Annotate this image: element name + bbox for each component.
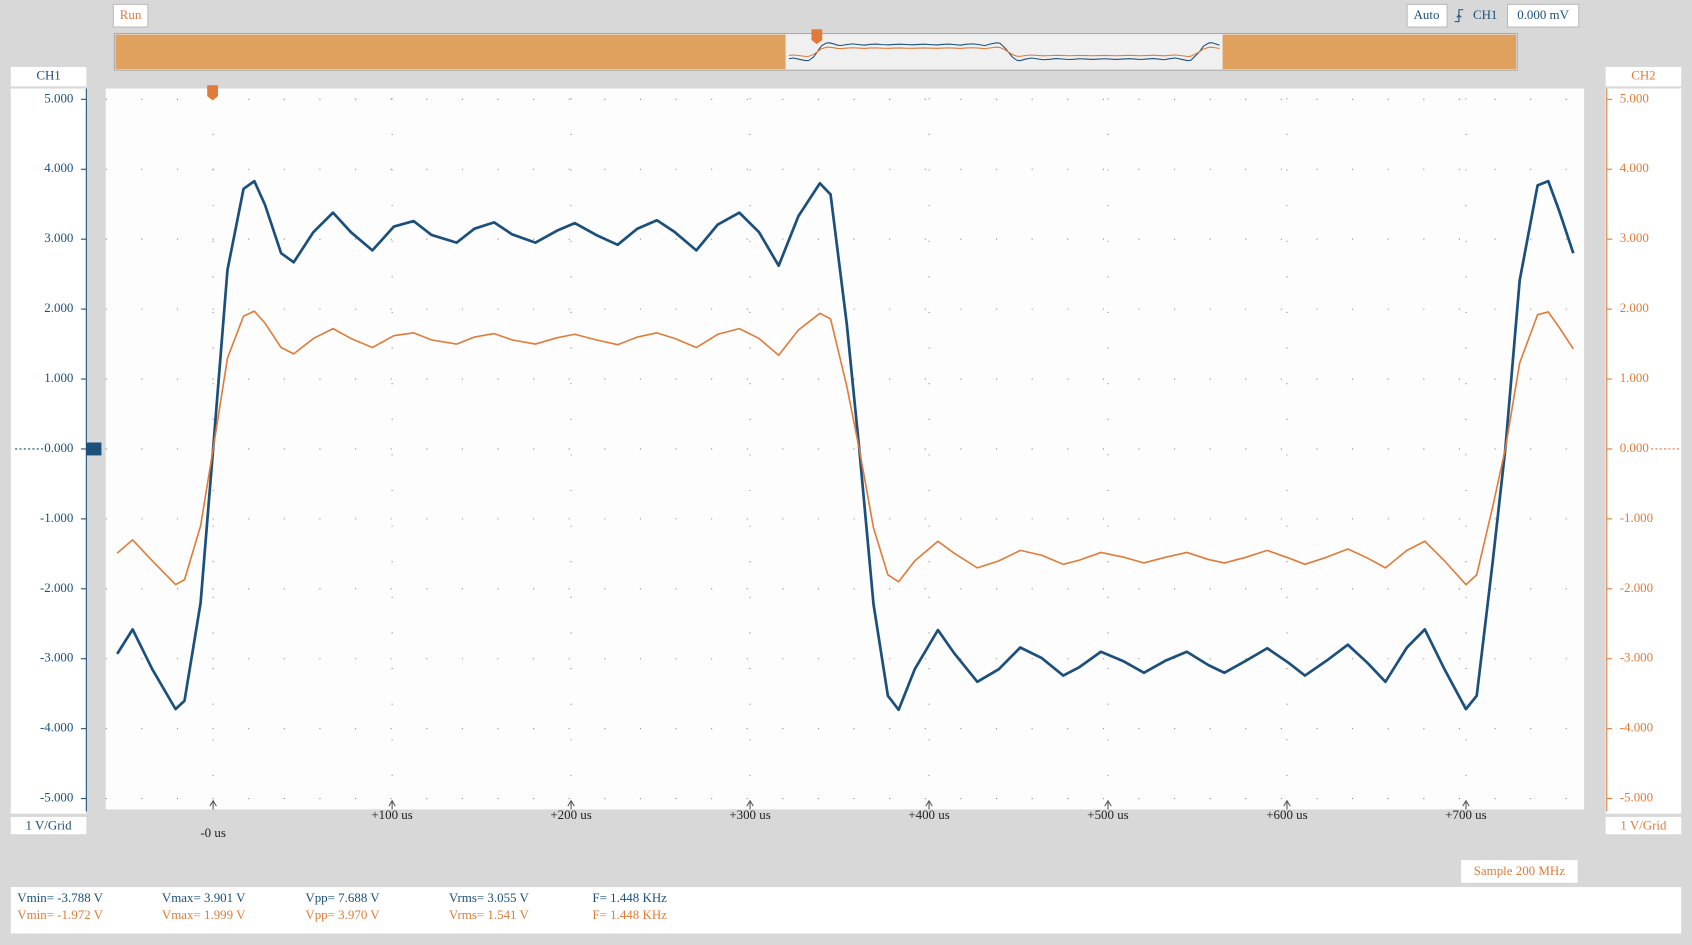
trigger-edge-icon[interactable] — [1454, 9, 1464, 23]
ch1-header: CH1 — [36, 68, 60, 83]
ch1-offset-marker[interactable] — [86, 442, 102, 456]
x-tick-label: +700 us — [1445, 807, 1486, 822]
ch1-scale-box — [10, 816, 87, 835]
ch2-header-box — [1605, 66, 1682, 87]
y-tick-label: 3.000 — [44, 230, 73, 245]
plot-layer — [105, 88, 1585, 810]
y-tick-label: -4.000 — [40, 720, 73, 735]
trigger-mode: Auto — [1414, 7, 1440, 22]
y2-tick-label: 5.000 — [1620, 90, 1649, 105]
x-tick — [925, 799, 933, 810]
x-tick-label: +300 us — [729, 807, 770, 822]
x-tick-label: +100 us — [371, 807, 412, 822]
ch1-header-box — [10, 66, 87, 87]
measurement: Vmin= -3.788 V — [17, 890, 103, 905]
y2-tick-label: 3.000 — [1620, 230, 1649, 245]
y-tick-label: -5.000 — [40, 790, 73, 805]
overview-traces — [788, 42, 1220, 62]
ch2-scale-box — [1605, 816, 1682, 835]
x-tick — [1283, 799, 1291, 810]
y2-tick-label: -3.000 — [1620, 650, 1653, 665]
ch2-scale: 1 V/Grid — [1620, 818, 1667, 833]
measurements: Vmin= -3.788 V Vmax= 3.901 V Vpp= 7.688 V V… — [17, 890, 667, 922]
plot-area[interactable] — [105, 88, 1585, 810]
overview-left-shade — [115, 34, 786, 70]
measurement-panel — [10, 887, 1682, 934]
x-tick-label: +200 us — [550, 807, 591, 822]
y2-tick-label: 0.000 — [1620, 440, 1649, 455]
y-tick-label: 0.000 — [44, 440, 73, 455]
y2-tick-label: 1.000 — [1620, 370, 1649, 385]
y-tick-label: 4.000 — [44, 160, 73, 175]
y-tick-label: -1.000 — [40, 510, 73, 525]
ch1-scale: 1 V/Grid — [25, 818, 72, 833]
x-tick-label: -0 us — [200, 825, 226, 840]
sample-rate: Sample 200 MHz — [1474, 863, 1566, 878]
measurement: Vmax= 3.901 V — [162, 890, 246, 905]
left-axis-panel — [10, 88, 87, 814]
y2-tick-label: -2.000 — [1620, 580, 1653, 595]
trace — [116, 179, 1575, 712]
trigger-source[interactable]: CH1 — [1473, 7, 1497, 22]
status-box[interactable] — [112, 3, 149, 28]
trace — [116, 310, 1574, 586]
y-tick-label: -3.000 — [40, 650, 73, 665]
y2-tick-label: -1.000 — [1620, 510, 1653, 525]
x-tick — [1104, 799, 1112, 810]
overview-trace — [788, 42, 1220, 62]
x-tick — [388, 799, 396, 810]
measurement: Vmin= -1.972 V — [17, 907, 103, 922]
x-tick — [209, 799, 217, 810]
trigger-marker[interactable] — [207, 85, 218, 101]
overview-trigger-marker[interactable] — [811, 29, 823, 45]
x-tick — [746, 799, 754, 810]
overview-trace — [788, 46, 1220, 58]
measurement: F= 1.448 KHz — [592, 890, 667, 905]
y-tick-label: -2.000 — [40, 580, 73, 595]
measurement: F= 1.448 KHz — [592, 907, 667, 922]
y2-tick-label: 2.000 — [1620, 300, 1649, 315]
measurement: Vpp= 3.970 V — [305, 907, 380, 922]
status: Run — [120, 7, 142, 22]
y-tick-label: 1.000 — [44, 370, 73, 385]
ch2-header: CH2 — [1631, 68, 1655, 83]
level-box[interactable] — [1506, 3, 1580, 28]
measurement: Vrms= 1.541 V — [449, 907, 530, 922]
sample-box — [1461, 860, 1578, 883]
x-tick-label: +400 us — [908, 807, 949, 822]
measurement: Vpp= 7.688 V — [305, 890, 380, 905]
right-axis-panel — [1605, 88, 1682, 814]
y-tick-label: 5.000 — [44, 90, 73, 105]
y2-tick-label: 4.000 — [1620, 160, 1649, 175]
trigger-level: 0.000 mV — [1517, 7, 1569, 22]
overview-right-shade — [1222, 34, 1517, 70]
y2-tick-label: -4.000 — [1620, 720, 1653, 735]
x-tick-label: +600 us — [1266, 807, 1307, 822]
y2-tick-label: -5.000 — [1620, 790, 1653, 805]
x-tick-label: +500 us — [1087, 807, 1128, 822]
x-tick — [567, 799, 575, 810]
mode-box[interactable] — [1406, 3, 1448, 28]
measurement: Vmax= 1.999 V — [162, 907, 246, 922]
y-tick-label: 2.000 — [44, 300, 73, 315]
x-tick — [1462, 799, 1470, 810]
measurement: Vrms= 3.055 V — [449, 890, 530, 905]
